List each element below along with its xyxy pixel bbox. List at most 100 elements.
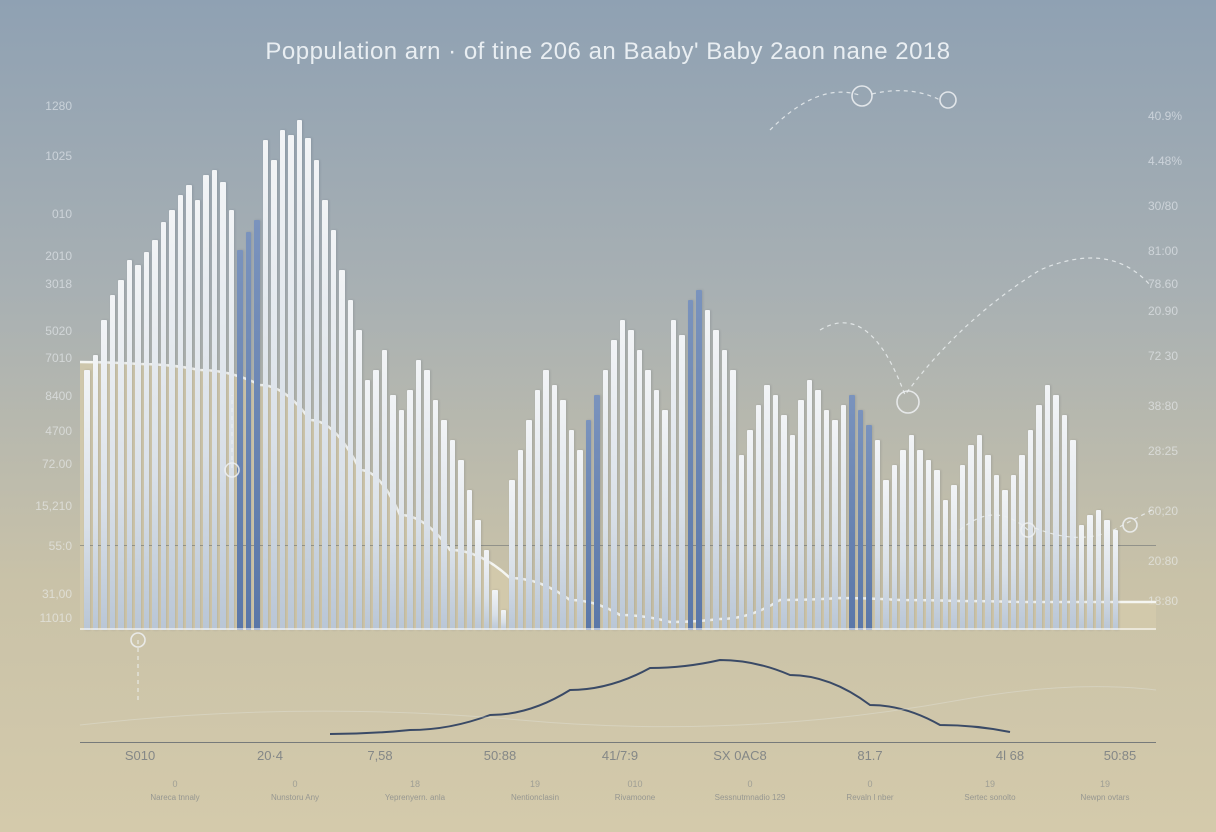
bar [798, 400, 804, 630]
bar [713, 330, 719, 630]
x-tick-secondary: 0Nunstoru Any [271, 780, 319, 803]
bar [1104, 520, 1110, 630]
bar [951, 485, 957, 630]
bar [288, 135, 294, 630]
bar [815, 390, 821, 630]
chart-canvas: Poppulation arn · of tine 206 an Baaby' … [0, 0, 1216, 832]
bar [518, 450, 524, 630]
bar [892, 465, 898, 630]
bar [764, 385, 770, 630]
bar [934, 470, 940, 630]
bar [1011, 475, 1017, 630]
bar [849, 395, 855, 630]
bar [679, 335, 685, 630]
bar [985, 455, 991, 630]
bar [501, 610, 507, 630]
x-tick-primary: 50:85 [1104, 748, 1137, 763]
bar [977, 435, 983, 630]
x-tick-primary: 7,58 [367, 748, 392, 763]
bar [475, 520, 481, 630]
bar [671, 320, 677, 630]
bar [654, 390, 660, 630]
bar [824, 410, 830, 630]
bar [560, 400, 566, 630]
bar [917, 450, 923, 630]
bar [790, 435, 796, 630]
bar [110, 295, 116, 630]
bar [271, 160, 277, 630]
bar [407, 390, 413, 630]
bar [101, 320, 107, 630]
bar [909, 435, 915, 630]
x-tick-secondary: 18Yeprenyern. anla [385, 780, 445, 803]
bar [339, 270, 345, 630]
x-tick-primary: 20·4 [257, 748, 283, 763]
y-tick-label: 11010 [22, 612, 72, 624]
x-tick-primary: S010 [125, 748, 155, 763]
bar [883, 480, 889, 630]
x-tick-primary: 81.7 [857, 748, 882, 763]
bar-series [80, 100, 1156, 630]
bar [297, 120, 303, 630]
bar [1062, 415, 1068, 630]
bar [747, 430, 753, 630]
x-tick-secondary: 0Sessnutmnadio 129 [715, 780, 786, 803]
bar [314, 160, 320, 630]
bar [450, 440, 456, 630]
bar [1045, 385, 1051, 630]
bar [1036, 405, 1042, 630]
bar [637, 350, 643, 630]
y-tick-label: 8400 [22, 390, 72, 402]
bar [832, 420, 838, 630]
y-axis-left: 1280102501020103018502070108400470072.00… [22, 100, 72, 630]
y-tick-label: 7010 [22, 352, 72, 364]
bar [220, 182, 226, 630]
bar [1087, 515, 1093, 630]
bar [645, 370, 651, 630]
bar [203, 175, 209, 630]
bar [926, 460, 932, 630]
y-tick-label: 55:0 [22, 540, 72, 552]
bar [722, 350, 728, 630]
bar [552, 385, 558, 630]
bar [968, 445, 974, 630]
bar [305, 138, 311, 630]
bar [356, 330, 362, 630]
bar [152, 240, 158, 630]
x-tick-primary: 50:88 [484, 748, 517, 763]
x-tick-secondary: 010Rivamoone [615, 780, 655, 803]
bar [237, 250, 243, 630]
bar [688, 300, 694, 630]
x-tick-secondary: 19Nentionclasin [511, 780, 559, 803]
bar [263, 140, 269, 630]
bar [586, 420, 592, 630]
bar [1079, 525, 1085, 630]
x-tick-primary: 4l 68 [996, 748, 1024, 763]
bar [705, 310, 711, 630]
bar [781, 415, 787, 630]
bar [509, 480, 515, 630]
bar [696, 290, 702, 630]
bar [603, 370, 609, 630]
bar [178, 195, 184, 630]
bar [458, 460, 464, 630]
bar [807, 380, 813, 630]
x-tick-secondary: 19Newpn ovtars [1081, 780, 1130, 803]
bar [577, 450, 583, 630]
bar [535, 390, 541, 630]
y-tick-label: 31,00 [22, 588, 72, 600]
x-tick-primary: 41/7:9 [602, 748, 638, 763]
bar [739, 455, 745, 630]
bar [365, 380, 371, 630]
bar [161, 222, 167, 630]
bar [390, 395, 396, 630]
lower-axis-line [80, 742, 1156, 743]
bar [424, 370, 430, 630]
bar [382, 350, 388, 630]
bar [1070, 440, 1076, 630]
y-tick-label: 4700 [22, 425, 72, 437]
bar [212, 170, 218, 630]
x-tick-secondary: 19Sertec sonolto [964, 780, 1015, 803]
bar [1096, 510, 1102, 630]
bar [875, 440, 881, 630]
